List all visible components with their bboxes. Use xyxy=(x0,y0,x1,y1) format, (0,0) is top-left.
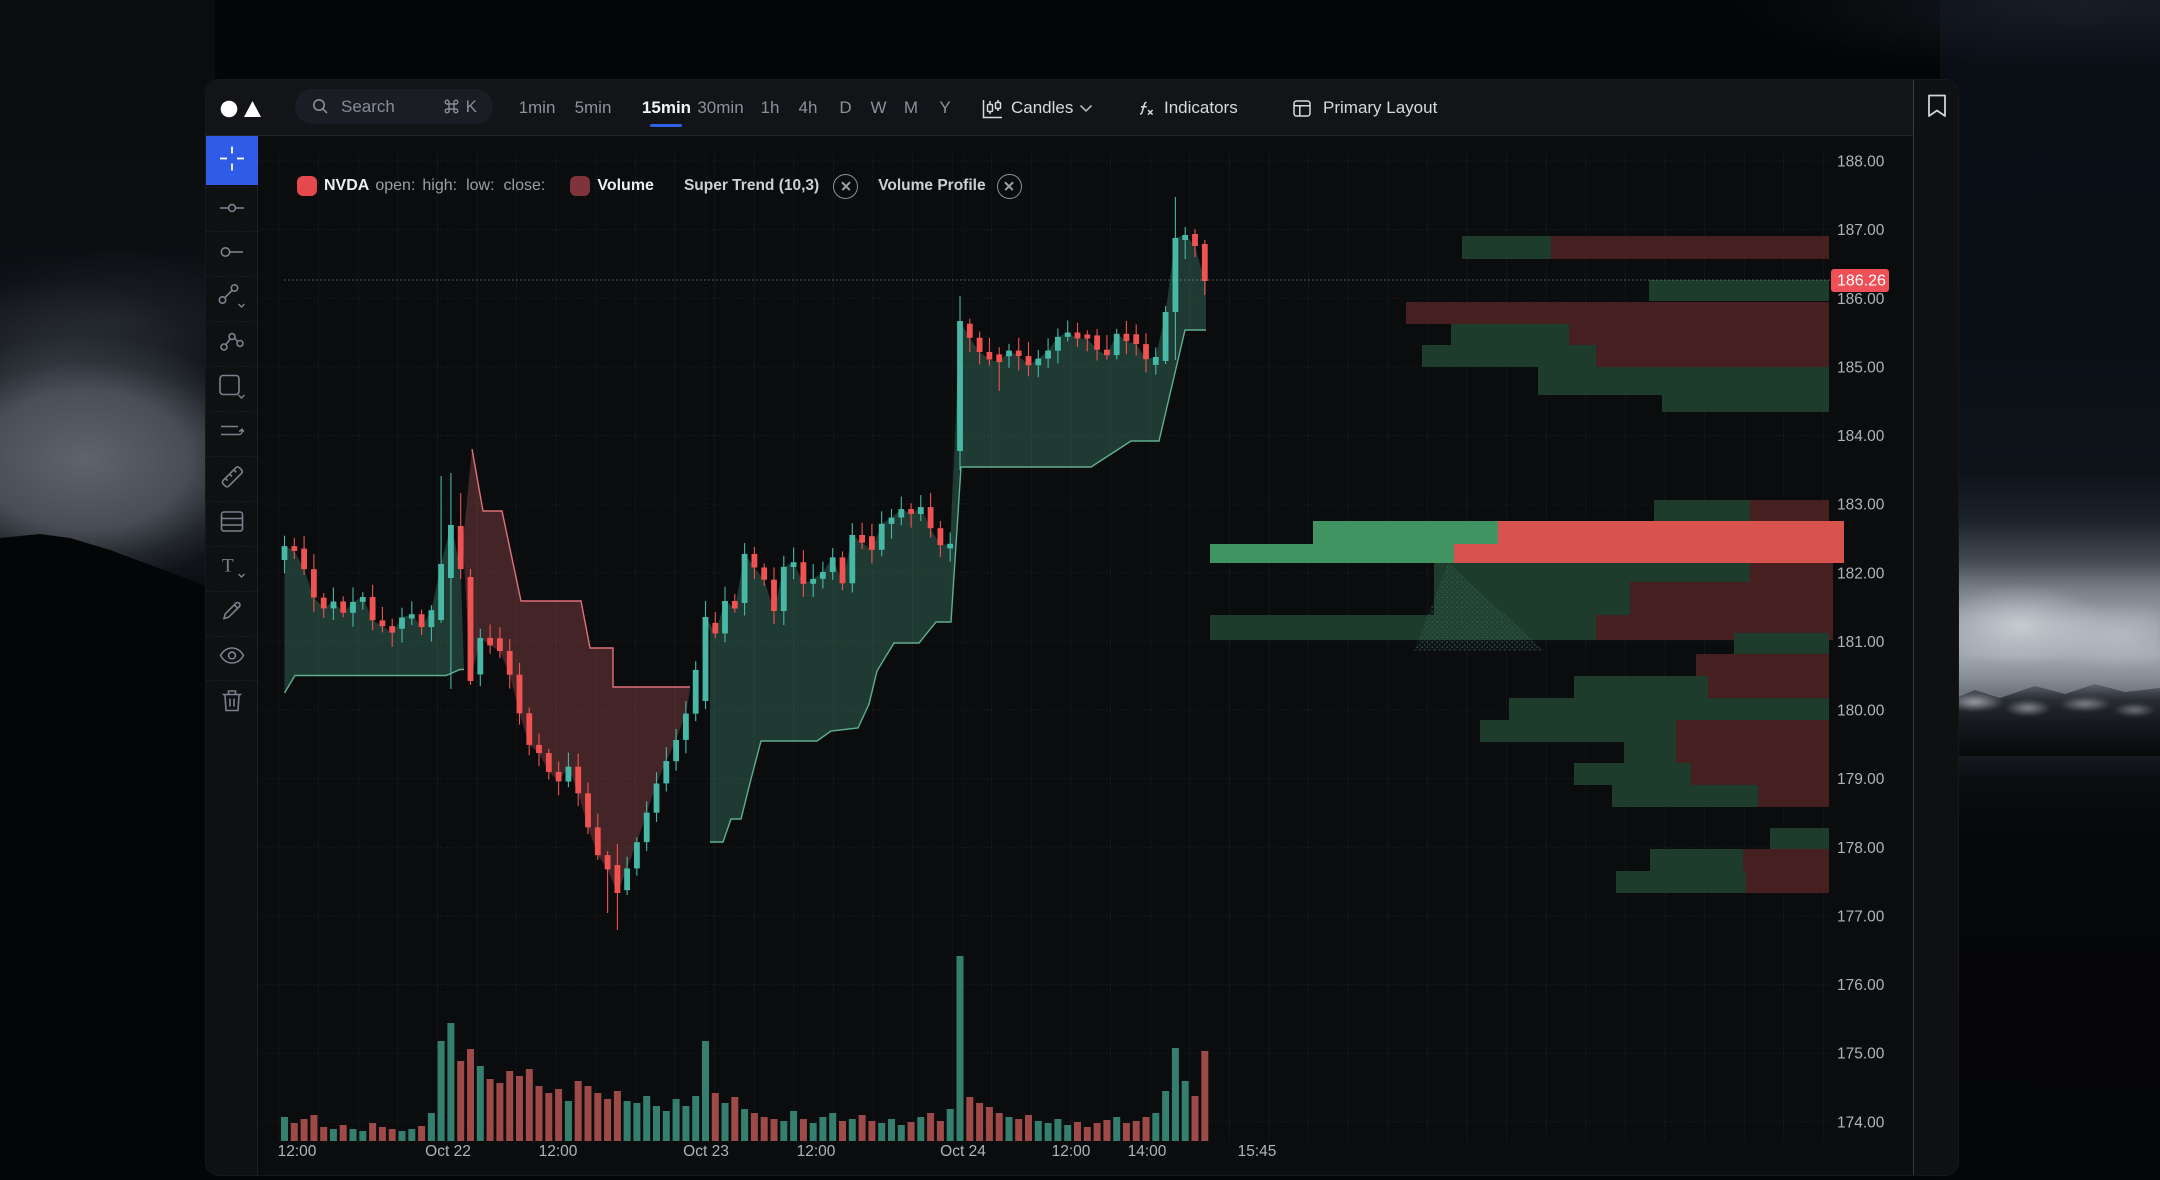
svg-text:177.00: 177.00 xyxy=(1837,908,1885,925)
svg-text:181.00: 181.00 xyxy=(1837,634,1885,651)
svg-text:175.00: 175.00 xyxy=(1837,1046,1885,1063)
svg-text:12:00: 12:00 xyxy=(797,1143,836,1160)
svg-text:14:00: 14:00 xyxy=(1128,1143,1167,1160)
svg-text:12:00: 12:00 xyxy=(539,1143,578,1160)
svg-text:187.00: 187.00 xyxy=(1837,222,1885,239)
svg-text:184.00: 184.00 xyxy=(1837,428,1885,445)
svg-text:12:00: 12:00 xyxy=(1052,1143,1091,1160)
svg-text:Oct 24: Oct 24 xyxy=(940,1143,986,1160)
svg-text:183.00: 183.00 xyxy=(1837,497,1885,514)
svg-text:Oct 22: Oct 22 xyxy=(425,1143,471,1160)
svg-text:174.00: 174.00 xyxy=(1837,1114,1885,1131)
svg-text:188.00: 188.00 xyxy=(1837,154,1885,171)
svg-text:186.00: 186.00 xyxy=(1837,291,1885,308)
svg-text:176.00: 176.00 xyxy=(1837,977,1885,994)
svg-text:Oct 23: Oct 23 xyxy=(683,1143,729,1160)
svg-text:186.26: 186.26 xyxy=(1837,273,1886,290)
svg-text:T: T xyxy=(222,556,234,577)
svg-text:12:00: 12:00 xyxy=(278,1143,317,1160)
svg-text:178.00: 178.00 xyxy=(1837,840,1885,857)
svg-text:179.00: 179.00 xyxy=(1837,771,1885,788)
svg-text:185.00: 185.00 xyxy=(1837,359,1885,376)
svg-text:180.00: 180.00 xyxy=(1837,703,1885,720)
svg-text:15:45: 15:45 xyxy=(1238,1143,1277,1160)
svg-text:182.00: 182.00 xyxy=(1837,565,1885,582)
